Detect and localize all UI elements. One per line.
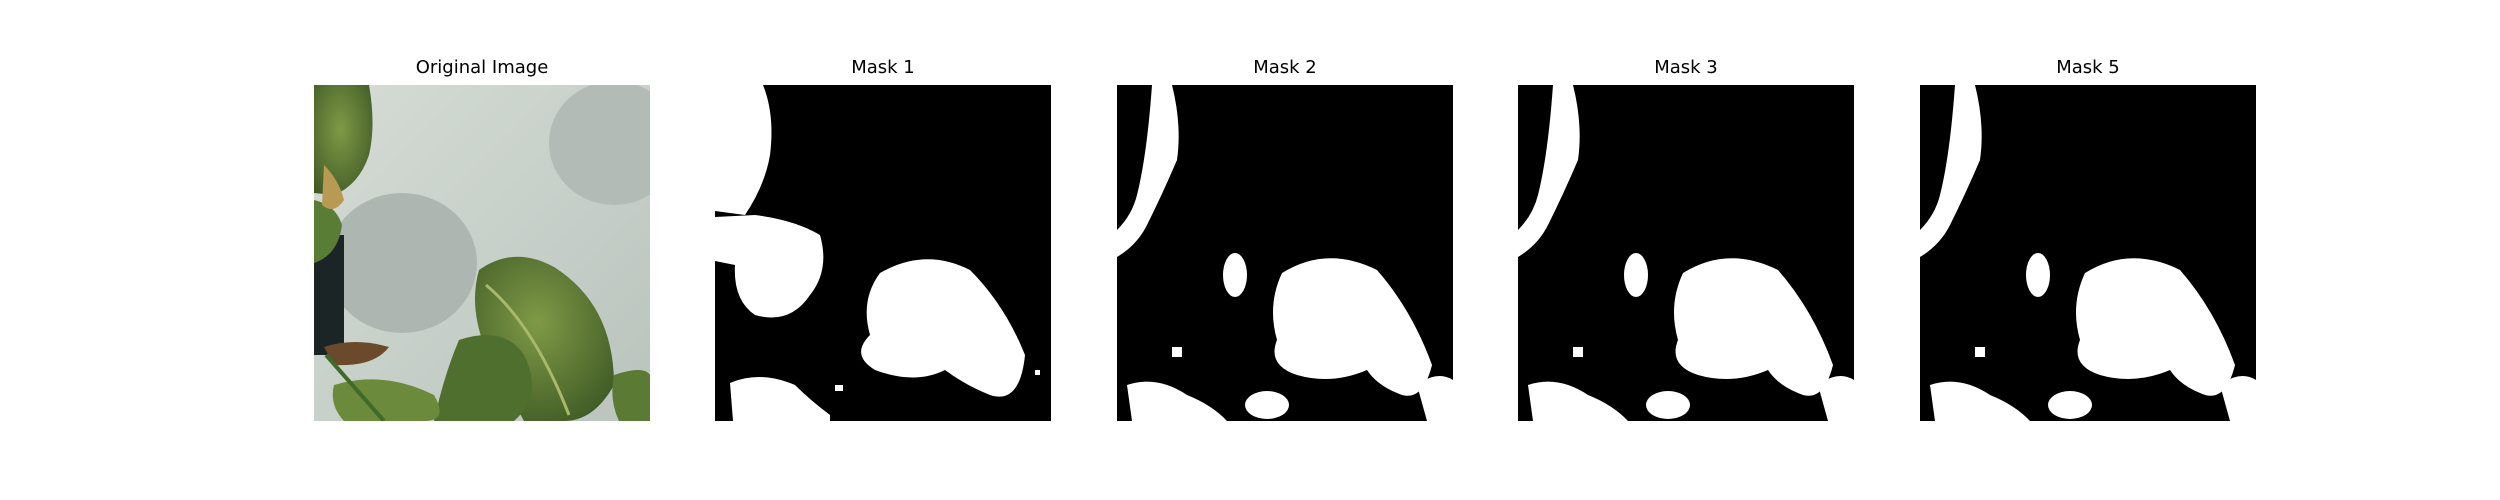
- panel-title: Original Image: [415, 57, 549, 78]
- panel-title: Mask 5: [2056, 57, 2120, 78]
- panel-title: Mask 1: [851, 57, 915, 78]
- mask-image: [1117, 85, 1453, 421]
- mask-image: [1518, 85, 1854, 421]
- original-image: [314, 85, 650, 421]
- mask-image: [715, 85, 1051, 421]
- panel-title: Mask 2: [1253, 57, 1317, 78]
- mask-image: [1920, 85, 2256, 421]
- panel-title: Mask 3: [1654, 57, 1718, 78]
